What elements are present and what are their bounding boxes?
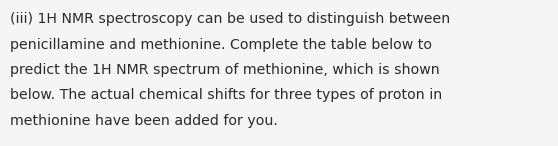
- Text: methionine have been added for you.: methionine have been added for you.: [10, 114, 278, 128]
- Text: (iii) 1H NMR spectroscopy can be used to distinguish between: (iii) 1H NMR spectroscopy can be used to…: [10, 12, 450, 26]
- Text: penicillamine and methionine. Complete the table below to: penicillamine and methionine. Complete t…: [10, 38, 432, 52]
- Text: below. The actual chemical shifts for three types of proton in: below. The actual chemical shifts for th…: [10, 88, 442, 102]
- Text: predict the 1H NMR spectrum of methionine, which is shown: predict the 1H NMR spectrum of methionin…: [10, 63, 440, 77]
